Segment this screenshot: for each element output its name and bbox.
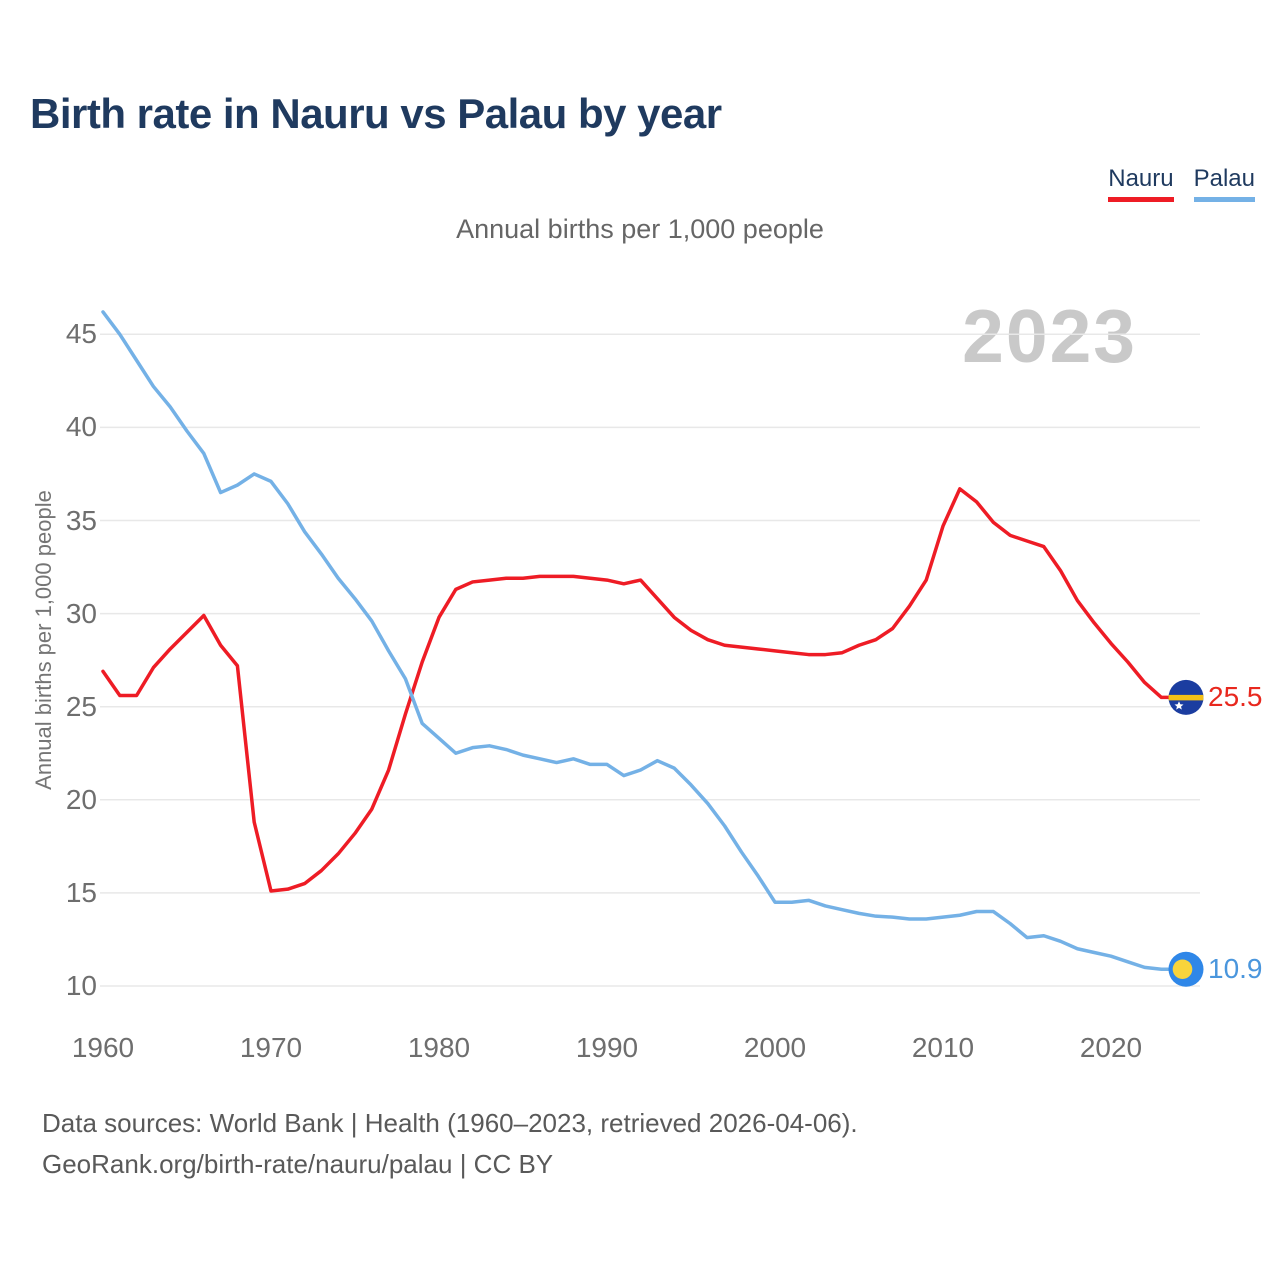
footer-attribution: GeoRank.org/birth-rate/nauru/palau | CC … bbox=[42, 1149, 554, 1179]
nauru-flag-marker bbox=[1168, 679, 1204, 715]
footer-sources: Data sources: World Bank | Health (1960–… bbox=[42, 1108, 858, 1138]
page-title: Birth rate in Nauru vs Palau by year bbox=[30, 90, 722, 137]
palau-flag-disc bbox=[1172, 959, 1193, 980]
y-tick-20: 20 bbox=[65, 783, 97, 815]
palau-flag-marker bbox=[1168, 951, 1204, 987]
x-tick-1990: 1990 bbox=[575, 1032, 639, 1063]
y-axis-title: Annual births per 1,000 people bbox=[31, 490, 56, 790]
x-tick-1960: 1960 bbox=[71, 1032, 135, 1063]
y-tick-35: 35 bbox=[65, 504, 97, 536]
y-tick-25: 25 bbox=[65, 690, 97, 722]
nauru-end-value: 25.5 bbox=[1208, 681, 1263, 713]
legend-item-palau[interactable]: Palau bbox=[1193, 165, 1255, 202]
y-tick-10: 10 bbox=[65, 970, 97, 1001]
legend-item-nauru[interactable]: Nauru bbox=[1108, 165, 1174, 202]
chart-subtitle: Annual births per 1,000 people bbox=[456, 214, 824, 244]
y-tick-45: 45 bbox=[65, 318, 97, 350]
x-tick-2010: 2010 bbox=[911, 1032, 975, 1063]
x-tick-1970: 1970 bbox=[239, 1032, 303, 1063]
y-tick-30: 30 bbox=[65, 597, 97, 629]
line-palau bbox=[101, 310, 1174, 971]
line-nauru bbox=[101, 487, 1174, 893]
x-tick-2020: 2020 bbox=[1079, 1032, 1143, 1063]
nauru-flag-star bbox=[1174, 701, 1184, 710]
y-tick-15: 15 bbox=[65, 876, 97, 908]
year-watermark: 2023 bbox=[962, 294, 1137, 378]
x-tick-1980: 1980 bbox=[407, 1032, 471, 1063]
gridlines bbox=[100, 333, 1200, 987]
y-tick-40: 40 bbox=[65, 411, 97, 443]
palau-end-value: 10.9 bbox=[1208, 953, 1263, 985]
nauru-flag-stripe bbox=[1168, 694, 1204, 701]
legend: Nauru Palau bbox=[1108, 165, 1255, 202]
footer: Data sources: World Bank | Health (1960–… bbox=[42, 1103, 858, 1185]
x-tick-2000: 2000 bbox=[743, 1032, 807, 1063]
series-lines bbox=[101, 310, 1174, 971]
